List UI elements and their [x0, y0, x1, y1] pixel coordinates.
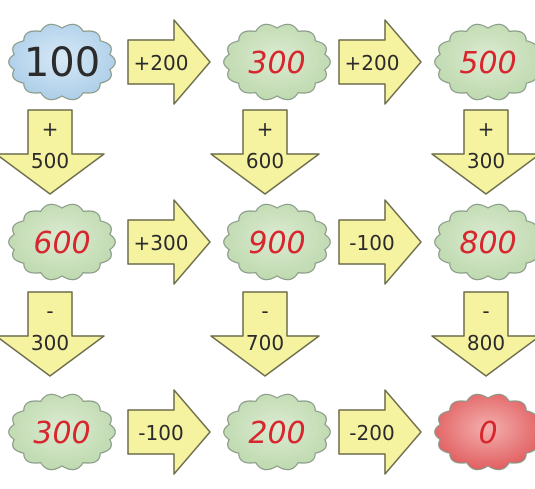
cloud-value: 300: [248, 46, 305, 81]
cloud-r2-c2: 900: [223, 203, 331, 281]
right-arrow-r3-1: -100: [127, 389, 211, 475]
cloud-r3-c2: 200: [223, 393, 331, 471]
right-arrow-r3-2: -200: [338, 389, 422, 475]
cloud-r3-c1: 300: [8, 393, 116, 471]
cloud-value: 200: [248, 416, 305, 451]
operation-label: +200: [345, 51, 400, 75]
cloud-shape: [434, 23, 535, 101]
operation-label: -100: [349, 231, 394, 255]
operation-sign: -: [482, 299, 489, 323]
operation-label: +300: [134, 231, 189, 255]
arrow-right-icon: [127, 199, 211, 285]
operation-amount: 300: [31, 331, 69, 355]
operation-label: -200: [349, 421, 394, 445]
operation-amount: 500: [31, 149, 69, 173]
cloud-value: 300: [33, 416, 90, 451]
arrow-down-icon: [0, 109, 105, 195]
cloud-shape: [8, 203, 116, 281]
arrow-right-icon: [338, 19, 422, 105]
operation-amount: 700: [246, 331, 284, 355]
down-arrow-1-c2: +600: [210, 109, 320, 195]
arrow-right-icon: [338, 199, 422, 285]
cloud-value: 500: [459, 46, 516, 81]
arrow-down-icon: [0, 291, 105, 377]
right-arrow-r2-1: +300: [127, 199, 211, 285]
cloud-value: 800: [459, 226, 516, 261]
operation-label: +200: [134, 51, 189, 75]
right-arrow-r2-2: -100: [338, 199, 422, 285]
cloud-shape: [434, 203, 535, 281]
operation-amount: 300: [467, 149, 505, 173]
arrow-down-icon: [431, 291, 535, 377]
cloud-r1-c2: 300: [223, 23, 331, 101]
operation-amount: 800: [467, 331, 505, 355]
cloud-shape: [8, 393, 116, 471]
cloud-r1-c3: 500: [434, 23, 535, 101]
cloud-shape: [8, 23, 116, 101]
cloud-value: 600: [33, 226, 90, 261]
cloud-r2-c3: 800: [434, 203, 535, 281]
right-arrow-r1-2: +200: [338, 19, 422, 105]
arrow-right-icon: [338, 389, 422, 475]
cloud-shape: [223, 23, 331, 101]
arrow-down-icon: [210, 291, 320, 377]
operation-amount: 600: [246, 149, 284, 173]
down-arrow-2-c1: - 300: [0, 291, 105, 377]
arrow-down-icon: [431, 109, 535, 195]
operation-sign: +: [257, 117, 274, 141]
cloud-shape: [223, 393, 331, 471]
cloud-value: 100: [24, 40, 100, 86]
cloud-r3-c3: 0: [434, 393, 535, 471]
arrow-right-icon: [127, 19, 211, 105]
down-arrow-2-c2: - 700: [210, 291, 320, 377]
arrow-down-icon: [210, 109, 320, 195]
down-arrow-2-c3: - 800: [431, 291, 535, 377]
cloud-r2-c1: 600: [8, 203, 116, 281]
right-arrow-r1-1: +200: [127, 19, 211, 105]
cloud-value: 900: [248, 226, 305, 261]
down-arrow-1-c1: +500: [0, 109, 105, 195]
cloud-value: 0: [478, 416, 497, 451]
cloud-shape: [223, 203, 331, 281]
operation-sign: +: [42, 117, 59, 141]
operation-sign: -: [261, 299, 268, 323]
operation-label: -100: [138, 421, 183, 445]
cloud-r1-c1: 100: [8, 23, 116, 101]
down-arrow-1-c3: +300: [431, 109, 535, 195]
arrow-right-icon: [127, 389, 211, 475]
operation-sign: +: [478, 117, 495, 141]
operation-sign: -: [46, 299, 53, 323]
cloud-shape: [434, 393, 535, 471]
